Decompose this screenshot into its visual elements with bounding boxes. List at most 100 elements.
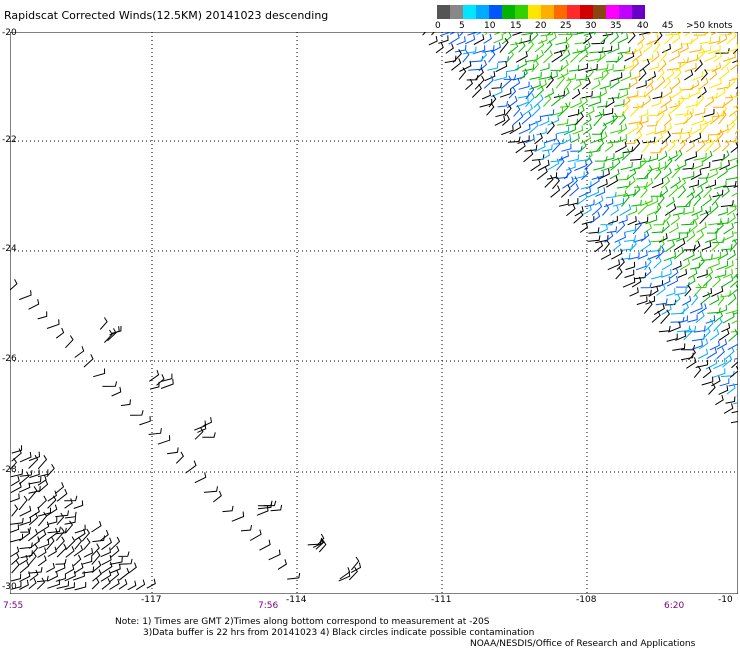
wind-barb [705,179,717,189]
wind-barb [528,32,539,44]
wind-barb [263,500,277,507]
wind-barb [350,562,362,574]
wind-barb [518,123,531,135]
scale-swatch [450,5,463,19]
wind-barb [629,58,640,72]
wind-barb [249,529,262,541]
wind-barb [720,56,731,71]
wind-barb [564,32,573,44]
lon-label: -117 [141,595,162,605]
wind-barb [590,133,603,144]
wind-barb [695,282,708,289]
lat-label: -28 [2,465,17,475]
wind-barb [604,153,615,162]
wind-barb [73,545,84,557]
wind-barb [64,511,77,519]
wind-barb [65,335,74,349]
wind-barb [101,578,111,590]
wind-barb [591,79,601,90]
wind-barb [534,141,546,153]
wind-barb [19,554,29,566]
wind-barb [56,543,67,558]
wind-barb [654,125,666,135]
wind-barb [675,331,687,341]
wind-barb [55,527,67,535]
wind-barb [558,102,569,117]
wind-barb [46,504,58,517]
wind-barb [697,348,709,359]
wind-barb [695,93,705,107]
wind-barb [606,226,618,234]
wind-barb [456,36,466,46]
wind-barb [674,160,687,171]
wind-barb [222,505,234,513]
wind-barb [687,314,698,323]
wind-barb [656,284,666,296]
wind-barb [109,563,121,574]
wind-barb [584,157,593,170]
wind-barb [591,170,604,180]
wind-barb [661,87,673,99]
wind-barb [488,94,497,108]
wind-barb [717,124,729,135]
wind-barb [704,138,714,153]
wind-barb [99,317,108,330]
wind-barb [560,184,571,198]
wind-barb [727,338,738,351]
wind-barb [552,176,560,190]
wind-barb [287,572,301,580]
wind-barb [615,267,623,280]
wind-barb [567,198,579,206]
wind-barb [684,192,695,207]
wind-barb [638,58,650,72]
wind-barb [622,146,634,154]
wind-barb [558,59,569,73]
wind-barb [640,185,648,199]
wind-barb [725,396,736,404]
wind-barb [479,50,488,62]
wind-barb [711,286,724,297]
wind-barb [501,125,514,136]
wind-barb [600,249,612,260]
wind-barb [536,127,547,136]
wind-barb [696,140,706,153]
wind-barb [64,564,75,575]
wind-barb [729,205,738,208]
wind-barb [632,139,641,152]
wind-barb [699,210,709,225]
wind-barb [695,311,705,324]
wind-barb [509,122,522,135]
wind-barb [598,168,610,180]
wind-barb [721,231,734,242]
wind-barb [709,162,722,172]
wind-barb [681,352,694,361]
wind-barb [561,87,570,99]
wind-barb [682,163,695,170]
scale-swatch [619,5,632,19]
wind-barb [726,204,737,216]
wind-barb [662,77,672,90]
credit-line: NOAA/NESDIS/Office of Research and Appli… [470,639,696,649]
wind-barb [655,298,668,306]
wind-barb [476,32,484,35]
wind-barb [91,560,102,573]
wind-barb [556,118,569,126]
wind-barb [659,49,668,62]
wind-barb [631,49,643,63]
wind-barb [698,77,709,90]
wind-barb [650,147,662,154]
wind-barb [422,32,427,36]
wind-barb [473,34,485,45]
wind-barb [705,315,716,324]
wind-barb [588,97,602,107]
wind-barb [523,149,534,163]
wind-barb [617,33,629,44]
wind-barb [185,460,197,474]
wind-barb [10,482,22,494]
wind-barb [720,370,735,377]
wind-barb [118,567,130,581]
wind-barb [602,203,610,216]
wind-barb [640,95,652,108]
wind-barb [544,174,554,188]
wind-barb [506,95,518,109]
